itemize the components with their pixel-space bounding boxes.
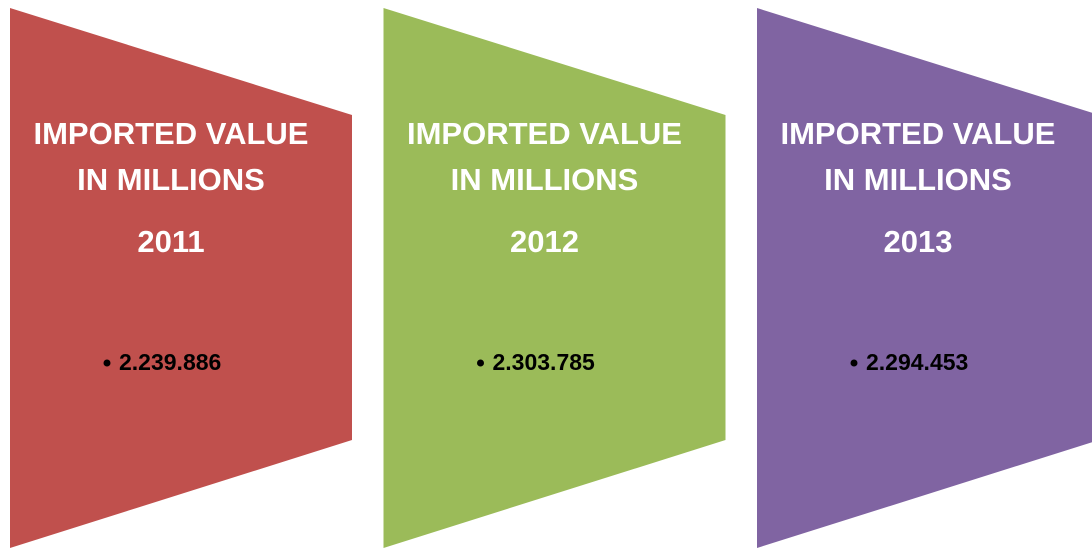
panel-year: 2012 (510, 224, 579, 259)
bullet (103, 359, 111, 367)
panel-year: 2011 (137, 224, 204, 259)
panel-shape (383, 8, 726, 548)
bullet (850, 359, 858, 367)
panel-title: IMPORTED VALUE (781, 116, 1056, 151)
panel-title: IN MILLIONS (451, 162, 639, 197)
panel-year: 2013 (884, 224, 953, 259)
panel-shape (757, 8, 1092, 548)
panel: IMPORTED VALUE IN MILLIONS 2011 2.239.886 (10, 8, 352, 548)
panel-value: 2.239.886 (119, 349, 221, 375)
panel-value: 2.294.453 (866, 349, 968, 375)
panel-value: 2.303.785 (493, 349, 596, 375)
panel-title: IN MILLIONS (824, 162, 1012, 197)
panel-title: IMPORTED VALUE (407, 116, 682, 151)
panel-shape (10, 8, 352, 548)
panel-title: IN MILLIONS (77, 162, 265, 197)
panel: IMPORTED VALUE IN MILLIONS 2012 2.303.785 (383, 8, 726, 548)
panel-title: IMPORTED VALUE (34, 116, 309, 151)
bullet (477, 359, 484, 367)
panel: IMPORTED VALUE IN MILLIONS 2013 2.294.453 (757, 8, 1092, 548)
